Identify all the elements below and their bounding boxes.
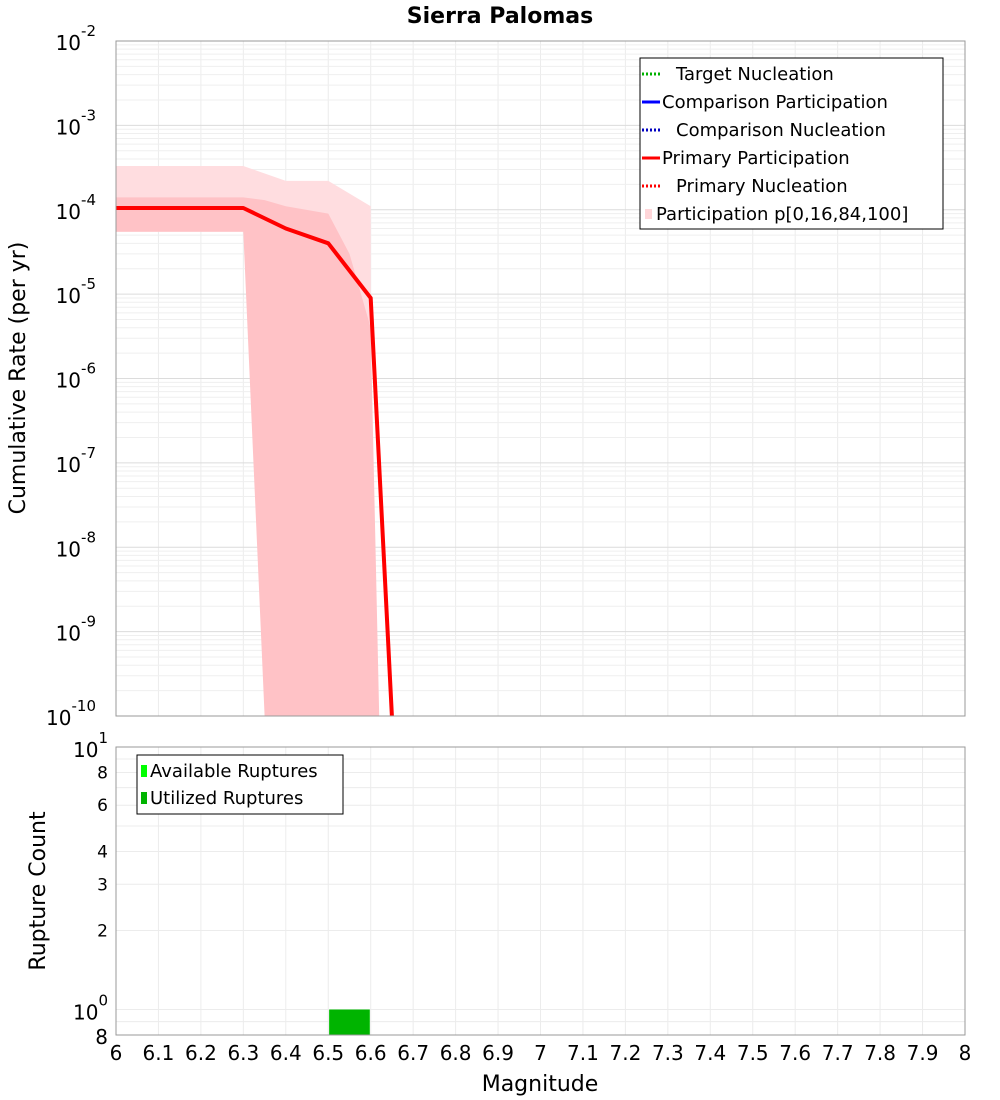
legend-label: Primary Participation: [662, 148, 850, 169]
legend-label: Target Nucleation: [675, 64, 834, 85]
rate-legend: Target Nucleation Comparison Participatio…: [639, 57, 944, 230]
x-tick-label: 7.6: [779, 1041, 811, 1065]
legend-label: Primary Nucleation: [676, 176, 848, 197]
count-y-tick-label: 100: [73, 992, 108, 1025]
x-tick-label: 7: [534, 1041, 547, 1065]
count-y-tick-label: 6: [97, 796, 108, 816]
rate-y-tick-label: 10-10: [46, 697, 96, 730]
x-tick-label: 6.9: [482, 1041, 514, 1065]
x-tick-label: 6: [110, 1041, 123, 1065]
x-tick-label: 6.7: [397, 1041, 429, 1065]
x-tick-label: 6.2: [185, 1041, 217, 1065]
count-legend: Available Ruptures Utilized Ruptures: [136, 754, 344, 815]
rate-plot-border: [115, 40, 966, 717]
x-tick-label: 6.3: [227, 1041, 259, 1065]
x-tick-label: 6.4: [270, 1041, 302, 1065]
count-plot-border: [115, 746, 966, 1036]
count-y-tick-label: 8: [95, 1025, 108, 1049]
count-y-axis-label: Rupture Count: [26, 811, 51, 971]
rate-bands: [116, 166, 380, 716]
rate-y-tick-label: 10-8: [56, 528, 96, 561]
count-y-tick-label: 4: [97, 842, 108, 862]
count-legend-box: [136, 754, 344, 815]
rate-y-tick-label: 10-2: [56, 22, 96, 55]
x-tick-label: 6.5: [312, 1041, 344, 1065]
legend-swatch-bar: [141, 792, 147, 804]
rate-y-axis-label: Cumulative Rate (per yr): [6, 242, 31, 515]
rate-y-tick-label: 10-7: [56, 444, 96, 477]
legend-label: Available Ruptures: [150, 761, 318, 782]
rate-y-tick-label: 10-3: [56, 106, 96, 139]
x-tick-label: 6.6: [355, 1041, 387, 1065]
x-tick-label: 6.1: [143, 1041, 175, 1065]
x-tick-label: 7.8: [864, 1041, 896, 1065]
x-tick-label: 7.5: [737, 1041, 769, 1065]
count-x-ticks: 6 6.1 6.2 6.3 6.4 6.5 6.6 6.7 6.8 6.9 7 7.1 7.2 7.3 7.…: [110, 1041, 972, 1065]
bar-utilized-ruptures: [329, 1009, 370, 1035]
rate-legend-box: [639, 57, 944, 230]
legend-label: Comparison Nucleation: [676, 120, 886, 141]
rate-y-tick-label: 10-9: [56, 613, 96, 646]
x-tick-label: 7.9: [907, 1041, 939, 1065]
legend-label: Participation p[0,16,84,100]: [656, 204, 908, 225]
legend-swatch-bar: [141, 765, 147, 777]
x-tick-label: 7.3: [652, 1041, 684, 1065]
rate-y-tick-label: 10-6: [56, 360, 96, 393]
count-y-tick-label: 3: [97, 875, 108, 895]
x-tick-label: 8: [959, 1041, 972, 1065]
x-tick-label: 7.2: [609, 1041, 641, 1065]
rate-y-tick-label: 10-4: [56, 191, 96, 224]
legend-swatch-band: [645, 209, 652, 219]
chart-title: Sierra Palomas: [407, 4, 593, 29]
legend-label: Comparison Participation: [662, 92, 888, 113]
rate-y-tick-label: 10-5: [56, 275, 96, 308]
count-y-tick-label: 8: [97, 763, 108, 783]
count-y-tick-label: 2: [97, 922, 108, 942]
x-axis-label: Magnitude: [482, 1072, 599, 1097]
x-tick-label: 7.4: [694, 1041, 726, 1065]
series-primary-participation-line: [116, 206, 394, 717]
x-tick-label: 7.1: [567, 1041, 599, 1065]
count-y-tick-label: 101: [73, 729, 108, 762]
x-tick-label: 7.7: [822, 1041, 854, 1065]
x-tick-label: 6.8: [440, 1041, 472, 1065]
count-bars: [329, 1009, 370, 1035]
legend-label: Utilized Ruptures: [150, 788, 303, 809]
rate-panel: 10-10 10-9 10-8 10-7 10-6 10-5 10-4 10-3 10-2 Cu…: [6, 22, 966, 730]
rate-y-ticks: 10-10 10-9 10-8 10-7 10-6 10-5 10-4 10-3 10-2: [46, 22, 96, 730]
rate-series: [116, 206, 394, 717]
band-p16-p84: [116, 197, 380, 716]
